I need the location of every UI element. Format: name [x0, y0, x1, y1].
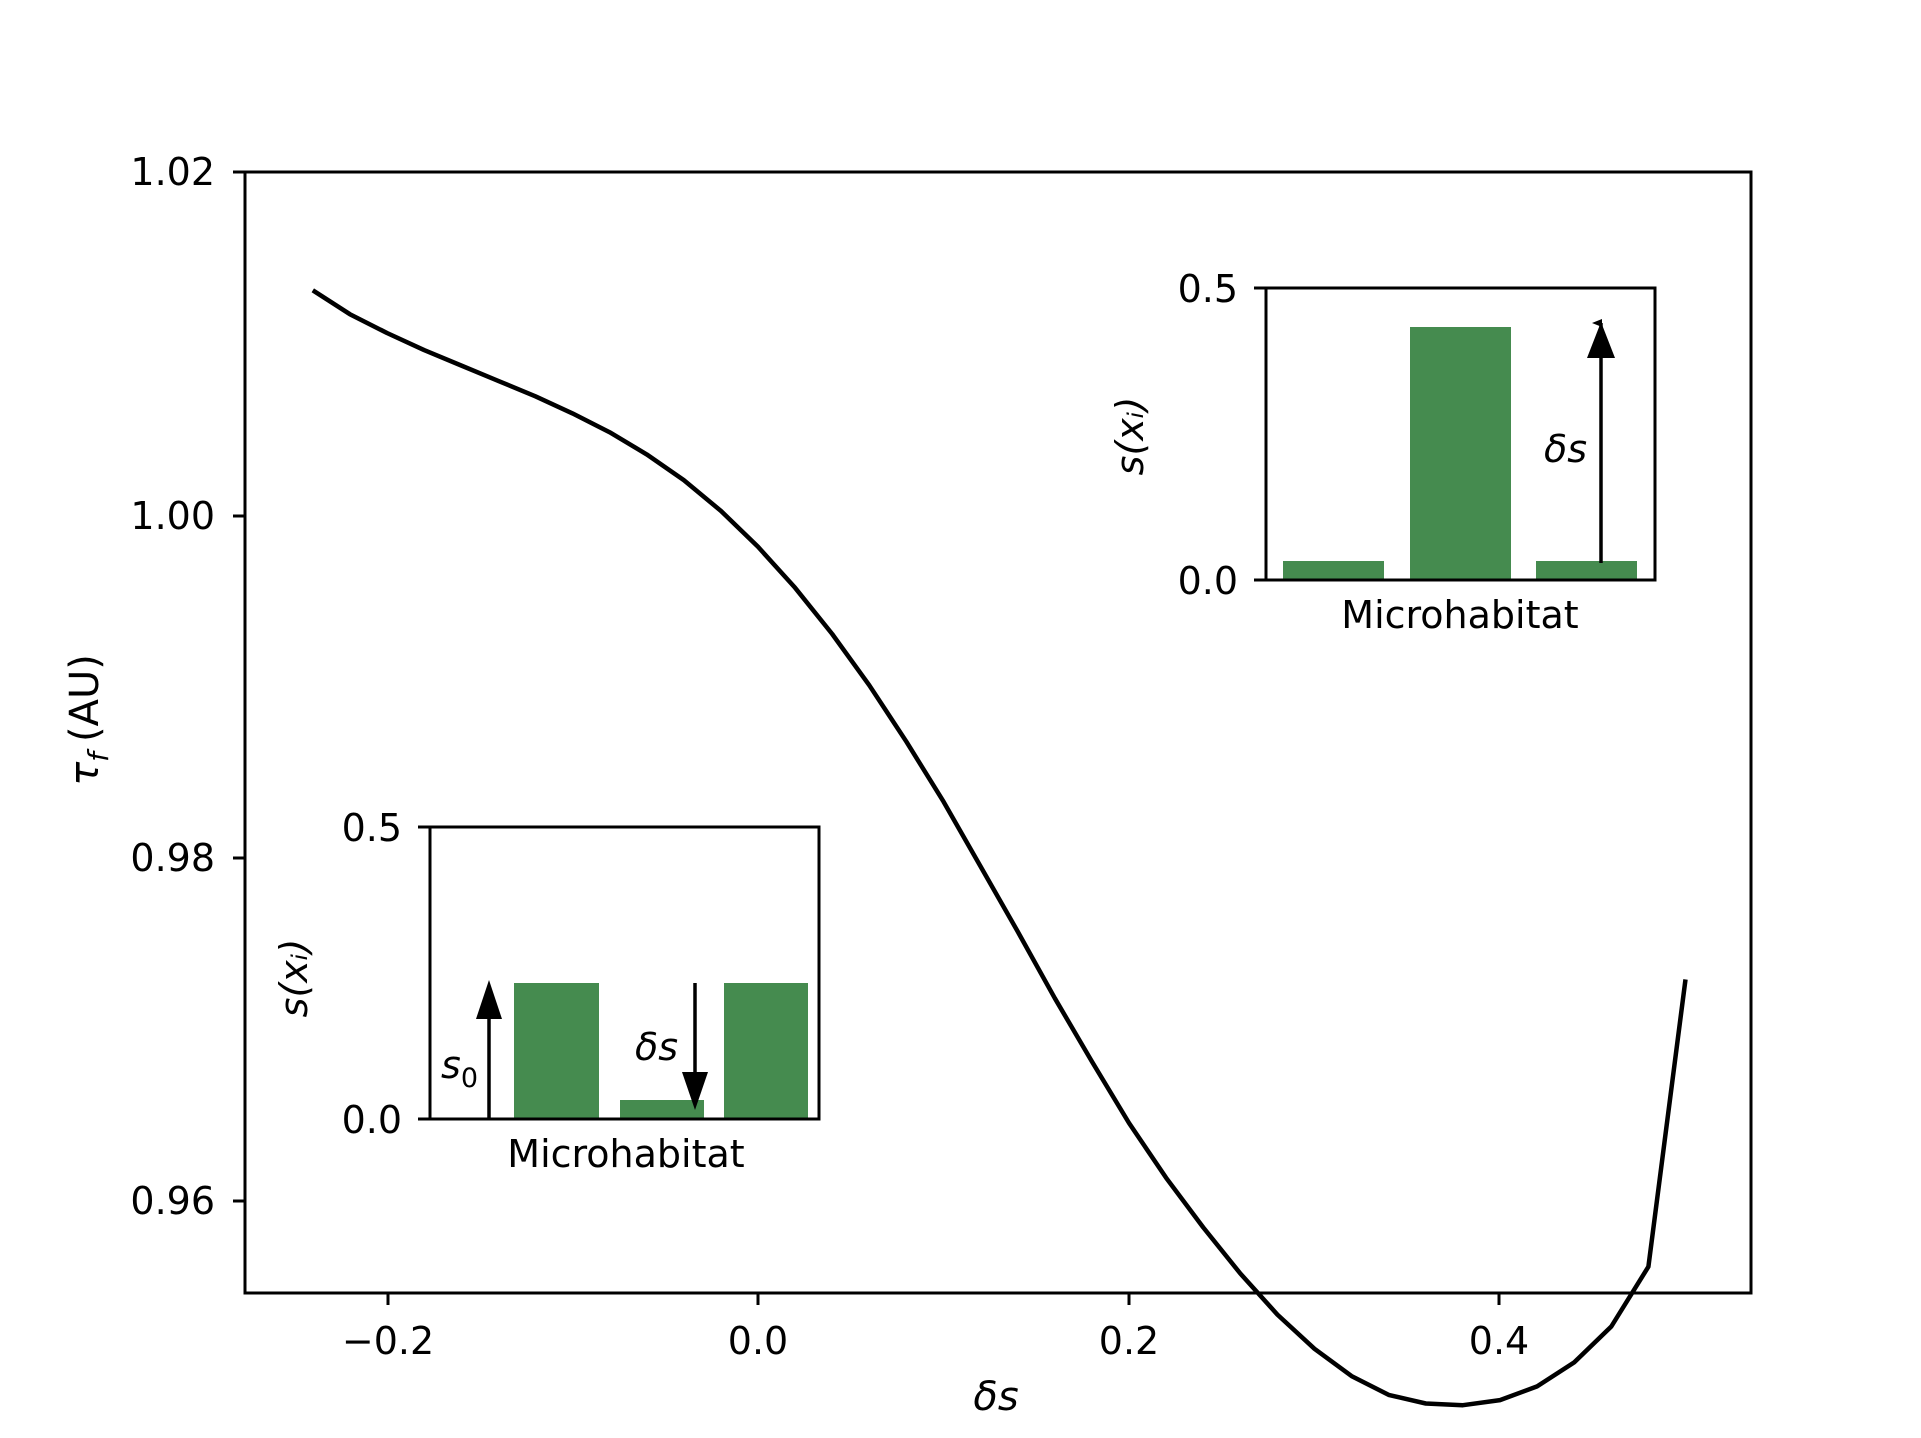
inset-bottom-left-s0-label: s0	[441, 1043, 478, 1094]
y-axis-label: τf (AU)	[62, 654, 115, 786]
y-tick-label: 0.98	[130, 836, 215, 880]
inset-bottom-left-s0-label-main: s	[441, 1043, 461, 1087]
x-tick-label: 0.2	[1099, 1319, 1159, 1363]
y-tick-label: 0.96	[130, 1179, 215, 1223]
x-axis-label: δs	[973, 1374, 1018, 1420]
inset-bottom-left: 0.5 0.0 Microhabitat s(xᵢ) s0 δs	[272, 806, 819, 1176]
inset-top-right-bar	[1283, 561, 1384, 580]
svg-text:τf(AU): τf (AU)	[62, 654, 115, 786]
inset-top-right-ytick-label: 0.5	[1178, 267, 1238, 311]
inset-bottom-left-ylabel: s(xᵢ)	[272, 939, 316, 1018]
inset-top-right-bar	[1410, 327, 1511, 580]
x-tick-label: 0.4	[1469, 1319, 1529, 1363]
inset-top-right-arrow-label: δs	[1544, 427, 1587, 471]
main-plot-frame	[245, 172, 1751, 1293]
y-axis-label-symbol: τ	[62, 761, 108, 786]
x-tick-label: −0.2	[342, 1319, 434, 1363]
inset-bottom-left-s0-label-sub: 0	[461, 1063, 478, 1094]
x-axis: −0.2 0.0 0.2 0.4	[342, 1293, 1529, 1363]
inset-bottom-left-ytick-label: 0.0	[342, 1098, 402, 1142]
y-axis-label-subscript: f	[82, 748, 115, 762]
inset-top-right-ytick-label: 0.0	[1178, 559, 1238, 603]
y-axis-label-unit: (AU)	[62, 654, 108, 742]
inset-bottom-left-ytick-label: 0.5	[342, 806, 402, 850]
inset-top-right-ylabel: s(xᵢ)	[1108, 397, 1152, 476]
inset-bottom-left-bar	[620, 1100, 704, 1119]
y-tick-label: 1.02	[130, 150, 215, 194]
y-axis: 0.96 0.98 1.00 1.02	[130, 150, 245, 1223]
inset-top-right-bar	[1536, 561, 1637, 580]
x-tick-label: 0.0	[728, 1319, 788, 1363]
inset-top-right-arrowhead	[1587, 322, 1615, 358]
y-tick-label: 1.00	[130, 494, 215, 538]
inset-bottom-left-ds-label: δs	[635, 1025, 678, 1069]
figure: 0.96 0.98 1.00 1.02 −0.2 0.0 0.2 0.4 δs …	[0, 0, 1921, 1438]
inset-bottom-left-xlabel: Microhabitat	[507, 1132, 744, 1176]
inset-bottom-left-bar	[514, 983, 599, 1119]
inset-top-right-xlabel: Microhabitat	[1341, 593, 1578, 637]
inset-top-right: 0.5 0.0 Microhabitat s(xᵢ) δs	[1108, 267, 1655, 637]
inset-bottom-left-bar	[724, 983, 808, 1119]
inset-bottom-left-s0-arrowhead	[476, 980, 502, 1019]
